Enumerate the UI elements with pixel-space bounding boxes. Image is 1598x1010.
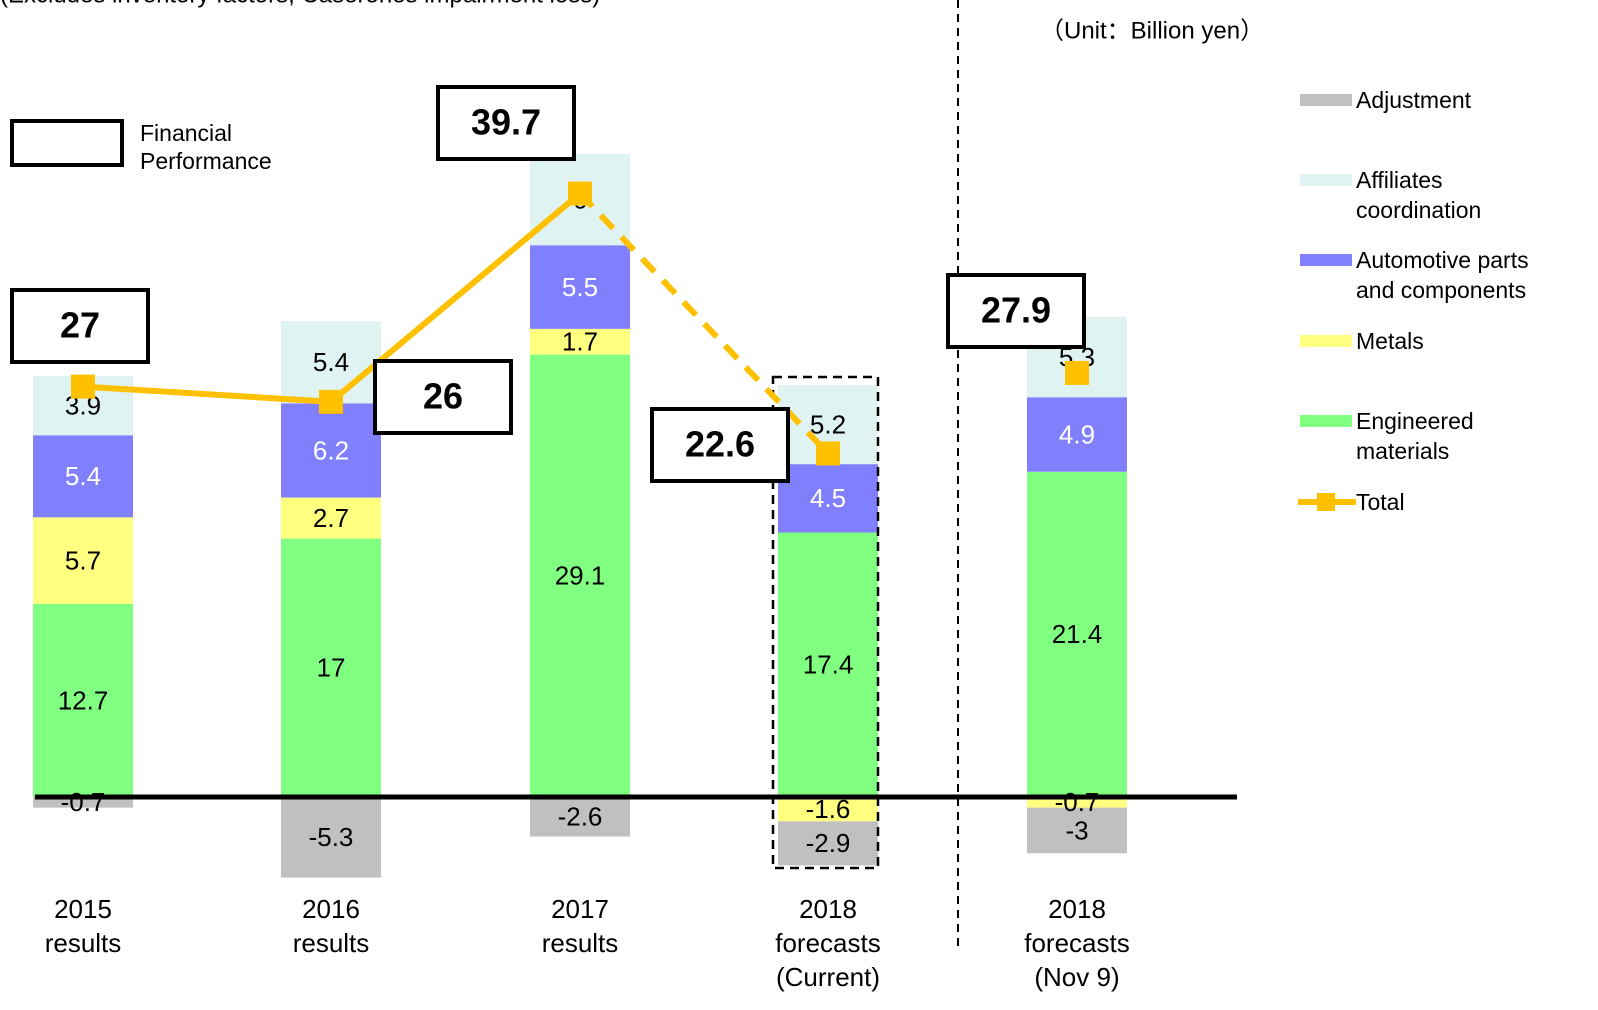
legend-swatch	[1300, 174, 1352, 186]
box-legend-label: Financial Performance	[140, 120, 272, 174]
x-tick-label: 2017 results	[541, 894, 619, 958]
bar-segment	[778, 797, 878, 822]
bar-segment	[281, 321, 381, 404]
total-marker	[816, 441, 840, 466]
legend-label: Automotive parts and components	[1356, 247, 1529, 303]
bar-segment	[33, 435, 133, 518]
data-label: 5.5	[562, 272, 598, 302]
data-label: -0.7	[61, 787, 106, 817]
unit-note: （Unit：Billion yen）	[1040, 17, 1264, 44]
x-tick-label: 2015 results	[44, 894, 122, 958]
bar-segment	[1027, 807, 1127, 854]
legend-swatch	[1317, 493, 1335, 511]
bar-segment	[281, 538, 381, 797]
x-tick-label: 2018 forecasts (Nov 9)	[1024, 894, 1130, 992]
bar-segment	[33, 603, 133, 797]
data-label: 4.9	[1059, 419, 1095, 449]
bar-segment	[1027, 471, 1127, 797]
data-label: 5.4	[65, 461, 101, 491]
data-label: 4.5	[810, 483, 846, 513]
overlay: 12.7 17 29.1 17.4 21.4 5.7 2.7 1.7 -1.6 -0.7 5.4 6.…	[10, 85, 1103, 858]
x-tick-label: 2018 forecasts (Current)	[775, 894, 881, 992]
bar-segment	[33, 797, 133, 808]
bar-segment	[778, 821, 878, 866]
data-label: 29.1	[555, 561, 606, 591]
data-label: 6.2	[313, 435, 349, 465]
bar-segment	[281, 497, 381, 539]
legend-swatch	[1300, 254, 1352, 266]
data-label: 21.4	[1052, 619, 1103, 649]
bar-segment	[530, 354, 630, 797]
legend-label: Metals	[1356, 328, 1424, 354]
total-marker	[1065, 360, 1089, 385]
total-marker	[568, 181, 592, 206]
data-label: -5.3	[309, 822, 354, 852]
bar-segment	[1027, 397, 1127, 472]
legend-label: Total	[1356, 489, 1405, 515]
bar-segment	[1027, 797, 1127, 808]
total-label: 22.6	[685, 424, 755, 465]
total-box	[10, 288, 150, 364]
total-box	[650, 407, 790, 483]
total-box	[373, 359, 513, 435]
data-label: -3	[1065, 815, 1088, 845]
legend-swatch	[1300, 94, 1352, 106]
data-label: 5.7	[65, 546, 101, 576]
data-label: 12.7	[58, 685, 109, 715]
total-label: 26	[423, 376, 463, 417]
legend-swatch	[1300, 335, 1352, 347]
bar-segment	[778, 532, 878, 797]
data-label: 1.7	[562, 327, 598, 357]
box-legend-swatch	[10, 119, 124, 167]
data-label: 5.4	[313, 347, 349, 377]
bar-segment	[281, 797, 381, 878]
total-marker	[319, 389, 343, 414]
data-label: -1.6	[806, 794, 851, 824]
total-label: 27.9	[981, 290, 1051, 331]
total-label: 27	[60, 305, 100, 346]
bar-segment	[530, 245, 630, 329]
bar-segment	[33, 517, 133, 604]
legend-label: Affiliates coordination	[1356, 167, 1482, 223]
data-label: 17.4	[803, 650, 854, 680]
data-label: -2.9	[806, 828, 851, 858]
data-label: 17	[317, 653, 346, 683]
total-label: 39.7	[471, 102, 541, 143]
bar-segment	[281, 403, 381, 498]
x-tick-label: 2016 results	[292, 894, 370, 958]
legend-swatch	[1300, 415, 1352, 427]
bar-segment	[778, 464, 878, 533]
subtitle: (Excludes inventory factors, Caserones i…	[0, 0, 600, 8]
total-box	[946, 273, 1086, 349]
bar-segment	[530, 797, 630, 837]
data-label: -0.7	[1055, 787, 1100, 817]
total-box	[436, 85, 576, 161]
bars	[33, 154, 1127, 878]
highlight-box	[771, 375, 880, 870]
legend-label: Engineered materials	[1356, 408, 1474, 464]
data-label: 5.2	[810, 409, 846, 439]
total-marker	[71, 374, 95, 399]
legend-label: Adjustment	[1356, 87, 1472, 113]
data-label: -2.6	[558, 802, 603, 832]
bar-segment	[530, 328, 630, 355]
data-label: 2.7	[313, 503, 349, 533]
